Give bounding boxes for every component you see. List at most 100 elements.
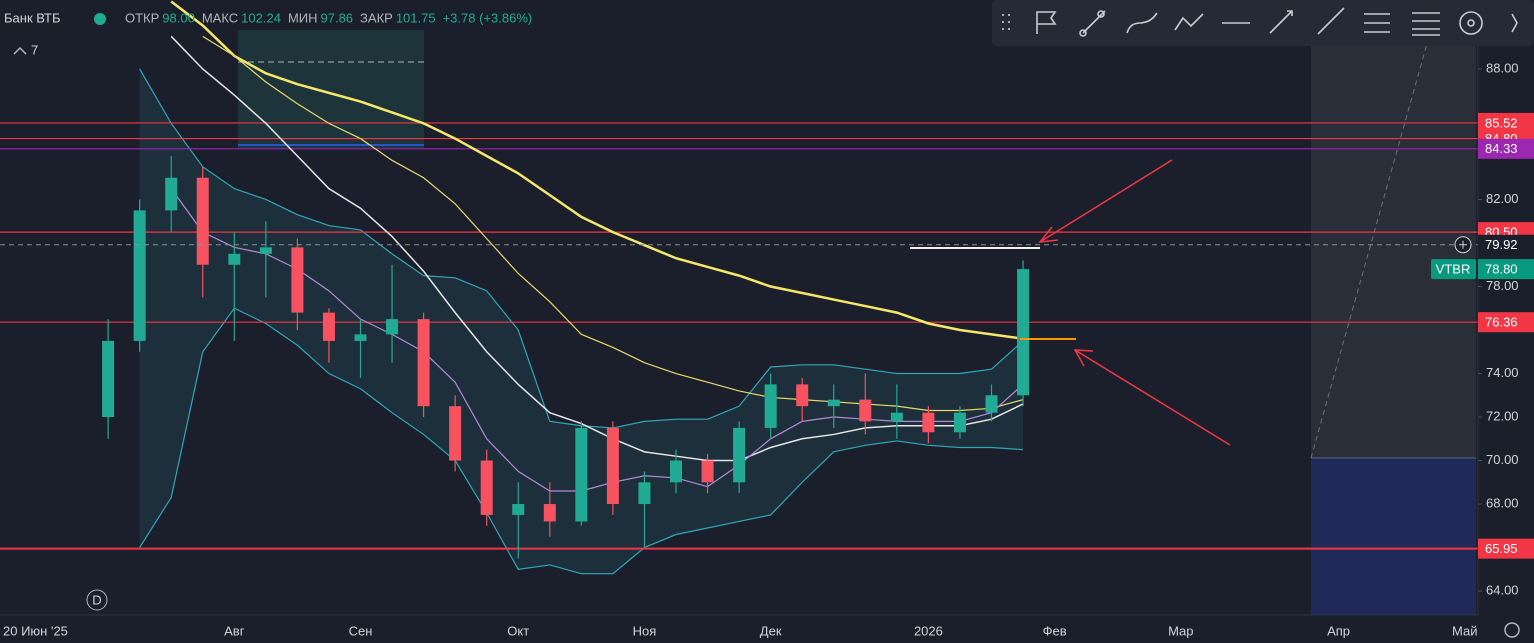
x-tick-label: Окт (507, 623, 529, 638)
toolbar-grip (1002, 14, 1010, 30)
candle-body (890, 412, 903, 422)
tool-ray[interactable] (1269, 10, 1293, 34)
y-tick-label: 88.00 (1486, 60, 1519, 75)
arrow-head (1038, 226, 1059, 243)
candle-body (701, 460, 714, 483)
time-axis-labels: 20 Июн '25 Авг Сен Окт Ноя Дек 2026 Фев Мар Апр Ма… (3, 623, 1477, 638)
crosshair-label-box (1478, 234, 1534, 255)
candle-body (322, 312, 335, 341)
symbol-label-box (1431, 259, 1476, 280)
band-fill (139, 68, 1024, 574)
drawn-region (238, 30, 424, 148)
candle-body (796, 384, 809, 407)
level-label: 85.52 (1485, 115, 1518, 130)
drawing-toolbar (992, 0, 1534, 46)
header-text: ОТКР (125, 10, 159, 25)
candle-body (512, 504, 525, 515)
candle-body (449, 406, 462, 461)
header: Банк ВТБ ОТКР 98.00 МАКС 102.24 МИН 97.86 ЗАКР… (4, 10, 532, 25)
tool-fib[interactable] (1364, 13, 1390, 33)
header-text: МИН (288, 10, 318, 25)
candle-body (922, 412, 935, 433)
dividend-marker[interactable] (86, 589, 108, 611)
arrows (1038, 159, 1231, 446)
x-tick-label: Ноя (633, 623, 657, 638)
header-text: +3.78 (+3.86%) (443, 10, 533, 25)
candle-body (480, 460, 493, 515)
y-tick-label: 70.00 (1486, 452, 1519, 467)
level-label: 84.33 (1485, 141, 1518, 156)
x-tick-label: 20 Июн '25 (3, 623, 68, 638)
candle-body (733, 427, 746, 483)
tool-curve[interactable] (1126, 12, 1158, 34)
tool-polyline[interactable] (1174, 13, 1204, 31)
projection-diagonal (1310, 39, 1429, 459)
x-tick-label: Апр (1327, 623, 1350, 638)
header-text: МАКС (202, 10, 238, 25)
indicator-toggle[interactable]: 7 (13, 42, 38, 57)
settings-button[interactable] (1504, 622, 1520, 638)
dividend-marker-label: D (92, 592, 101, 607)
projection-zone (1311, 0, 1476, 458)
tool-circle[interactable] (1459, 11, 1483, 35)
candle-body (575, 427, 588, 522)
symbol-label: VTBR (1436, 262, 1471, 277)
level-label-box (1478, 538, 1534, 559)
y-tick-label: 82.00 (1486, 191, 1519, 206)
candle-body (386, 319, 399, 335)
projection-box (1311, 458, 1476, 615)
level-label-box (1478, 312, 1534, 333)
candle-body (1017, 269, 1030, 396)
candle-body (985, 395, 998, 413)
header-text: 102.24 (241, 10, 281, 25)
candle-body (606, 427, 619, 505)
time-axis (0, 615, 1534, 643)
tool-circle-center (1467, 19, 1475, 27)
x-tick-label: Авг (224, 623, 245, 638)
header-text: 101.75 (396, 10, 436, 25)
arrow (1039, 159, 1173, 243)
crosshair-label: 79.92 (1485, 237, 1518, 252)
candle-body (165, 177, 178, 211)
y-tick-label: 78.00 (1486, 278, 1519, 293)
status-dot (94, 13, 106, 25)
indicator-line (170, 35, 1024, 462)
header-text: 98.00 (162, 10, 195, 25)
x-tick-label: Мар (1168, 623, 1193, 638)
toolbar-more[interactable] (1511, 13, 1518, 33)
candle-body (291, 247, 304, 313)
x-tick-label: Дек (760, 623, 782, 638)
crosshair-add-icon (1459, 240, 1467, 249)
price-axis-labels: 64.00 68.00 70.00 72.00 74.00 78.00 82.00 88.00… (1478, 60, 1534, 598)
x-tick-label: Сен (349, 623, 373, 638)
tool-flag[interactable] (1036, 11, 1057, 34)
collapse-icon (13, 46, 27, 55)
tool-parallel[interactable] (1412, 12, 1440, 36)
plot: VTBR (0, 0, 1478, 575)
candle-body (196, 177, 209, 265)
indicator-line (202, 35, 1024, 412)
arrow-head (1073, 349, 1094, 367)
candle-body (102, 340, 115, 418)
level-label: 65.95 (1485, 541, 1518, 556)
indicator-line (170, 188, 1024, 492)
candle-body (259, 247, 272, 254)
candle-body (133, 210, 146, 341)
toolbar-background (992, 0, 1534, 46)
x-tick-label: Фев (1043, 623, 1067, 638)
candle-body (638, 482, 651, 505)
candle-body (543, 504, 556, 522)
level-label-box (1478, 138, 1534, 159)
tool-line[interactable] (1317, 7, 1345, 35)
candle-body (417, 319, 430, 407)
candle-body (670, 460, 682, 483)
tool-trendline[interactable] (1079, 10, 1106, 37)
arrow (1074, 349, 1231, 446)
y-tick-label: 74.00 (1486, 365, 1519, 380)
last-price-box (1478, 259, 1534, 280)
candle-body (354, 334, 367, 341)
header-text: ЗАКР (360, 10, 393, 25)
level-label: 76.36 (1485, 315, 1518, 330)
candle-body (859, 399, 872, 422)
